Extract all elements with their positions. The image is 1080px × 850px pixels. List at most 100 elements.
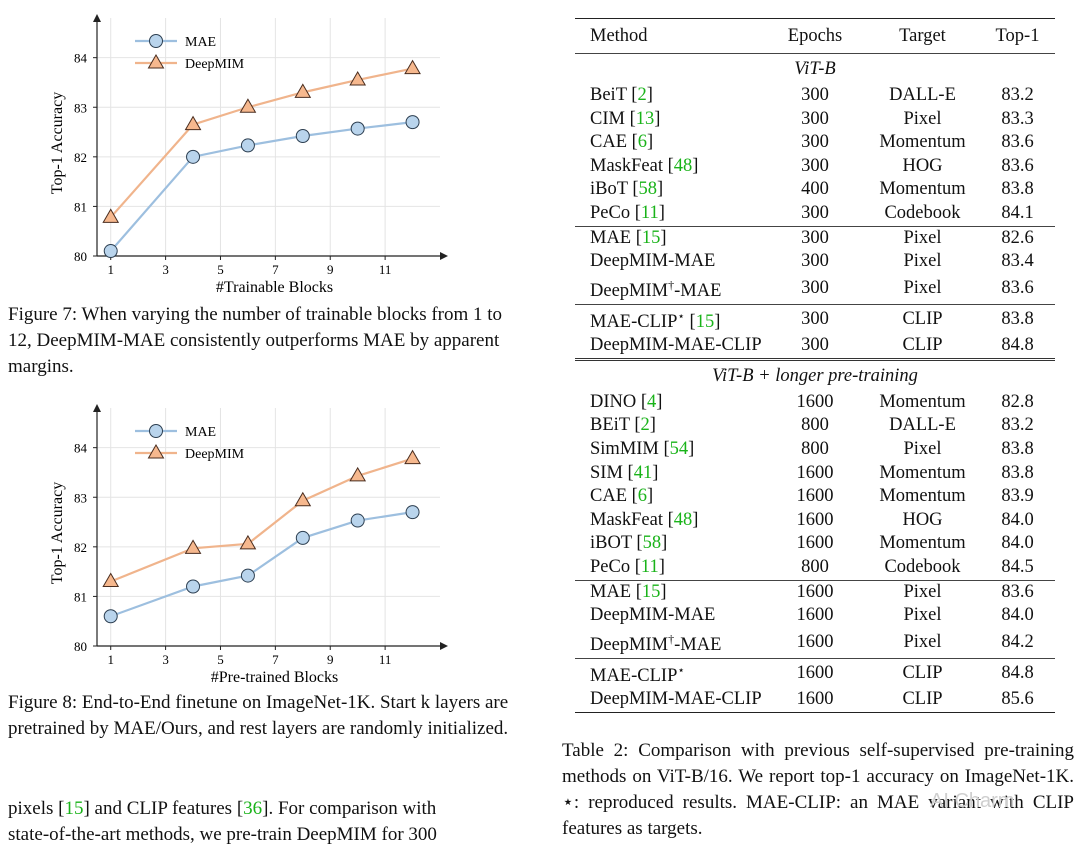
- citation-link[interactable]: 48: [673, 509, 693, 530]
- bracket: ]: [688, 439, 695, 460]
- bracket: ]: [656, 391, 663, 412]
- cell-top1: 85.6: [1001, 689, 1034, 710]
- data-point-mae: [405, 115, 420, 130]
- figure-8-chart: 80 81 82 83 84 1 3 5 7 9 11 #Pre-trained Blocks Top-…: [0, 398, 540, 688]
- comparison-table: Method Epochs Target Top-1 ViT-B BeiT [2]…: [575, 18, 1055, 713]
- cell-method: MAE [15]: [575, 226, 765, 250]
- cell-epochs: 800: [801, 557, 829, 577]
- cell-top1: 84.1: [1001, 202, 1034, 223]
- data-point-deepmim: [102, 572, 120, 588]
- x-tick-label: 11: [379, 652, 392, 667]
- bracket: ]: [658, 557, 665, 577]
- citation-link[interactable]: 2: [637, 85, 647, 105]
- citation-link[interactable]: 54: [669, 439, 689, 460]
- bracket: ]: [660, 581, 667, 602]
- cell-top1: 84.5: [1001, 557, 1034, 577]
- citation-link[interactable]: 6: [637, 486, 648, 507]
- bracket: ]: [652, 462, 659, 483]
- cell-target: CLIP: [902, 335, 943, 356]
- citation-link[interactable]: 11: [640, 557, 659, 577]
- cell-method: DeepMIM-MAE: [575, 250, 765, 274]
- cell-top1: 83.6: [1001, 277, 1034, 298]
- cell-top1: 84.0: [1001, 605, 1034, 626]
- table-row: DeepMIM-MAE 1600 Pixel 84.0: [575, 604, 1055, 628]
- cell-target: Pixel: [903, 605, 942, 626]
- citation-link[interactable]: 15: [641, 581, 661, 602]
- table-row: iBOT [58] 1600 Momentum 84.0: [575, 532, 1055, 556]
- table-row: MAE-CLIP⋆ 1600 CLIP 84.8: [575, 658, 1055, 688]
- data-point-deepmim: [184, 115, 202, 131]
- col-header-top1: Top-1: [995, 26, 1040, 46]
- cell-top1: 84.2: [1001, 631, 1034, 652]
- cell-method: CIM [13]: [575, 108, 765, 132]
- cell-top1: 83.8: [1001, 439, 1034, 460]
- citation-link[interactable]: 13: [635, 108, 655, 129]
- y-tick-label: 82: [74, 540, 87, 555]
- y-tick-label: 83: [74, 100, 87, 115]
- x-axis-label: #Pre-trained Blocks: [211, 669, 339, 686]
- cell-epochs: 400: [801, 179, 829, 200]
- data-point-mae: [240, 568, 255, 583]
- data-point-mae: [186, 579, 201, 594]
- cell-epochs: 300: [801, 308, 829, 329]
- y-axis-label: Top-1 Accuracy: [49, 92, 66, 194]
- cell-method: BeiT [2]: [575, 84, 765, 108]
- citation-link[interactable]: 6: [637, 132, 648, 153]
- legend-label: MAE: [185, 425, 216, 440]
- table-row: MaskFeat [48] 1600 HOG 84.0: [575, 509, 1055, 533]
- body-line-2: state-of-the-art methods, we pre-train D…: [8, 824, 437, 845]
- citation-link[interactable]: 48: [673, 155, 693, 176]
- table-row: SIM [41] 1600 Momentum 83.8: [575, 462, 1055, 486]
- citation-link[interactable]: 4: [647, 391, 657, 412]
- citation-link[interactable]: 15: [641, 227, 661, 248]
- data-point-deepmim: [239, 98, 257, 113]
- method-name: PeCo [: [590, 557, 641, 577]
- method-name: [: [684, 311, 696, 332]
- citation-link[interactable]: 58: [638, 179, 657, 200]
- citation-link[interactable]: 58: [642, 533, 662, 554]
- cell-top1: 84.0: [1001, 509, 1034, 530]
- x-tick-label: 7: [272, 262, 279, 277]
- table-row: DINO [4] 1600 Momentum 82.8: [575, 391, 1055, 415]
- citation-link[interactable]: 15: [64, 798, 84, 819]
- x-axis-arrow: [440, 252, 448, 260]
- data-point-mae: [295, 530, 310, 545]
- data-point-mae: [103, 609, 118, 624]
- cell-target: Pixel: [903, 227, 942, 248]
- bracket: ]: [714, 311, 721, 332]
- table-row: DeepMIM-MAE-CLIP 1600 CLIP 85.6: [575, 688, 1055, 713]
- cell-epochs: 1600: [796, 581, 834, 602]
- data-point-deepmim: [349, 466, 367, 482]
- cell-target: Pixel: [903, 631, 942, 652]
- y-tick-label: 81: [74, 199, 87, 214]
- cell-method: MAE-CLIP⋆ [15]: [575, 304, 765, 334]
- method-superscript: ⋆: [677, 308, 685, 323]
- citation-link[interactable]: 2: [640, 415, 650, 436]
- x-tick-label: 3: [162, 652, 169, 667]
- figure-7-svg: 80 81 82 83 84 1 3 5 7 9 11 #Trainable Blocks Top-1 …: [49, 14, 448, 296]
- section-label: ViT-B + longer pre-training: [712, 365, 918, 386]
- method-name: MAE-CLIP: [590, 311, 678, 332]
- citation-link[interactable]: 15: [695, 311, 715, 332]
- table-row: MAE [15] 1600 Pixel 83.6: [575, 580, 1055, 604]
- citation-link[interactable]: 11: [640, 202, 659, 223]
- bracket: ]: [661, 533, 668, 554]
- cell-top1: 84.8: [1001, 335, 1034, 356]
- legend-marker: [149, 34, 163, 48]
- table-row: CIM [13] 300 Pixel 83.3: [575, 108, 1055, 132]
- method-name: iBoT [: [590, 179, 639, 200]
- data-point-deepmim: [404, 449, 421, 465]
- cell-target: Momentum: [879, 132, 966, 153]
- cell-target: Pixel: [903, 439, 942, 460]
- bracket: ]: [649, 415, 656, 436]
- table-row: DeepMIM†-MAE 300 Pixel 83.6: [575, 274, 1055, 304]
- table-row: SimMIM [54] 800 Pixel 83.8: [575, 438, 1055, 462]
- y-tick-label: 84: [74, 441, 88, 456]
- table-row: CAE [6] 300 Momentum 83.6: [575, 131, 1055, 155]
- cell-method: MaskFeat [48]: [575, 509, 765, 533]
- citation-link[interactable]: 41: [633, 462, 653, 483]
- figure-8-caption: Figure 8: End-to-End finetune on ImageNe…: [8, 690, 523, 742]
- bracket: ]: [660, 227, 667, 248]
- citation-link[interactable]: 36: [243, 798, 263, 819]
- method-name: DeepMIM-MAE: [590, 251, 716, 272]
